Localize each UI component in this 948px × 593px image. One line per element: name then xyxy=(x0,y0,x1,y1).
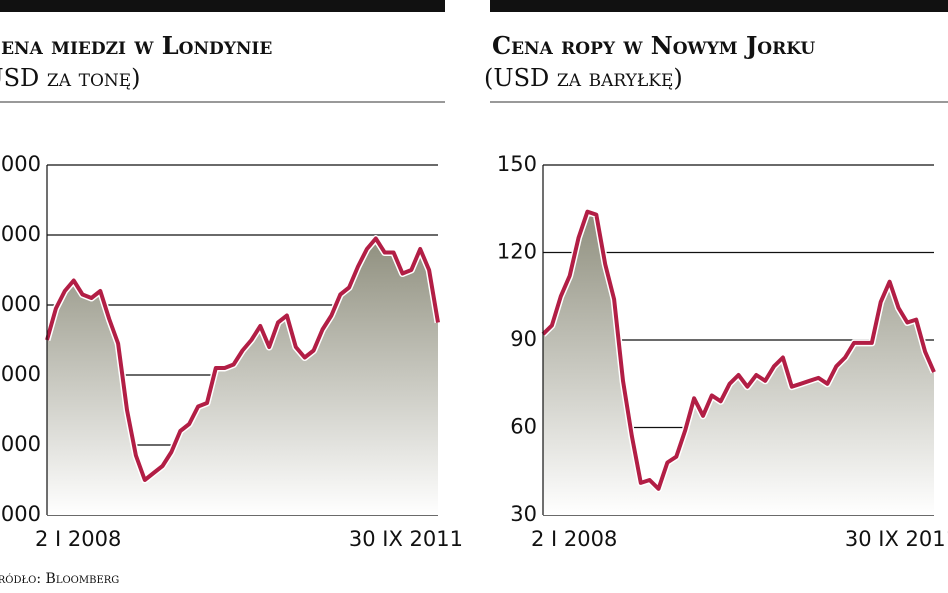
y-tick-label: 30 xyxy=(510,502,537,526)
chart-subtitle: (USD za baryłkę) xyxy=(484,64,683,92)
y-tick-label: 6000 xyxy=(0,362,41,386)
y-tick-label: 90 xyxy=(510,327,537,351)
y-tick-label: 150 xyxy=(497,152,537,176)
header-bar xyxy=(490,0,948,12)
y-tick-label: 60 xyxy=(510,415,537,439)
chart-title: Cena miedzi w Londynie xyxy=(0,31,272,60)
x-tick-label: 30 IX 2011 xyxy=(845,527,948,551)
y-tick-label: 12000 xyxy=(0,152,41,176)
x-tick-label: 2 I 2008 xyxy=(531,527,617,551)
x-tick-label: 30 IX 2011 xyxy=(349,527,463,551)
y-tick-label: 10000 xyxy=(0,222,41,246)
header-bar xyxy=(0,0,445,12)
line xyxy=(45,236,440,482)
area xyxy=(543,211,934,515)
chart-title: Cena ropy w Nowym Jorku xyxy=(492,31,815,60)
y-tick-label: 2000 xyxy=(0,502,41,526)
y-tick-label: 8000 xyxy=(0,292,41,316)
y-tick-label: 4000 xyxy=(0,432,41,456)
source: Źródło: Bloomberg xyxy=(0,569,119,587)
x-tick-label: 2 I 2008 xyxy=(35,527,121,551)
y-tick-label: 120 xyxy=(497,240,537,264)
chart-subtitle: (USD za tonę) xyxy=(0,64,141,92)
area xyxy=(47,238,438,515)
line xyxy=(541,209,936,491)
